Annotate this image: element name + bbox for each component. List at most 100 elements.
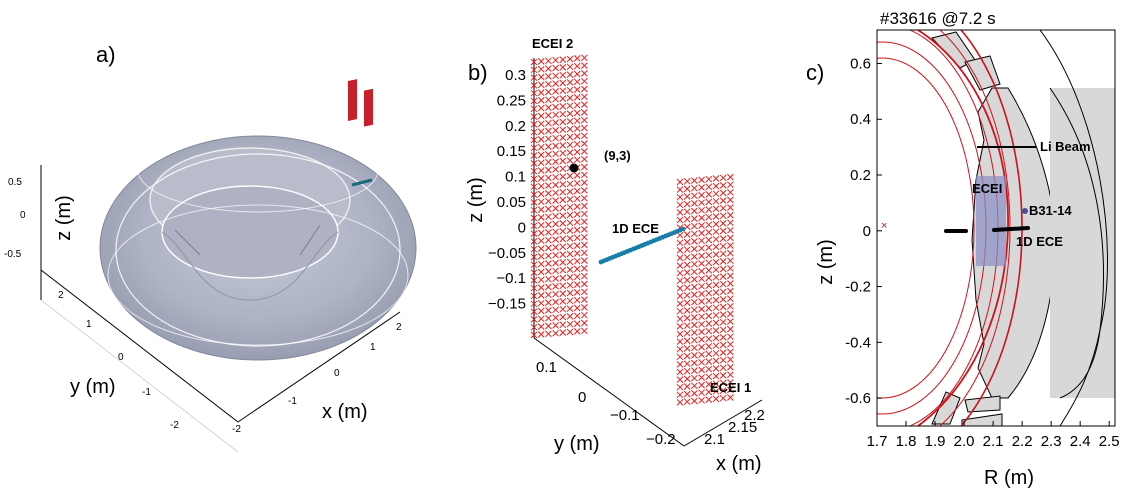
ecei-channel-mark (581, 249, 588, 257)
ecei-channel-mark (552, 329, 559, 337)
ecei-channel-mark (566, 172, 574, 180)
ecei-channel-mark (581, 280, 588, 288)
ecei-channel-mark (719, 189, 727, 197)
ecei-channel-mark (559, 157, 567, 165)
ecei-channel-mark (559, 298, 567, 305)
ecei-channel-mark (552, 322, 559, 329)
ecei-channel-mark (581, 140, 588, 147)
ecei-channel-mark (566, 102, 574, 110)
ecei-channel-mark (691, 260, 698, 268)
y-tick: -1 (142, 387, 151, 398)
ecei-channel-mark (683, 185, 691, 193)
ecei-channel-mark (683, 375, 691, 383)
ecei-channel-mark (683, 284, 691, 292)
ecei-channel-mark (705, 343, 713, 350)
ecei-channel-mark (581, 233, 588, 241)
ecei-channel-mark (691, 306, 698, 314)
antenna-icon (348, 79, 357, 122)
ecei-channel-mark (559, 95, 567, 102)
ecei-channel-mark (727, 333, 734, 341)
ecei-channel-mark (559, 274, 567, 282)
ecei-channel-mark (573, 78, 581, 86)
ecei-channel-mark (566, 235, 574, 242)
ecei-channel-mark (705, 175, 713, 183)
ecei-channel-mark (552, 205, 559, 212)
x-tick: 0 (334, 368, 340, 379)
ecei-channel-mark (581, 77, 588, 85)
panel-a-label: a) (96, 42, 116, 67)
ecei-channel-mark (573, 312, 581, 320)
ecei-channel-mark (727, 204, 734, 211)
ecei-channel-mark (712, 190, 720, 198)
ecei-channel-mark (545, 112, 552, 119)
ecei-channel-mark (581, 132, 588, 140)
ecei-channel-mark (691, 336, 698, 344)
ecei-channel-mark (691, 245, 698, 253)
ecei-channel-mark (719, 326, 727, 334)
ecei-channel-mark (705, 198, 713, 206)
ecei-channel-mark (537, 167, 545, 174)
ecei-channel-mark (537, 253, 545, 260)
ecei-channel-mark (698, 199, 705, 207)
ecei-channel-mark (559, 196, 567, 204)
z-tick: 0.15 (497, 143, 526, 160)
z-tick: -0.5 (4, 249, 22, 260)
ecei-channel-mark (552, 220, 559, 228)
ecei-channel-mark (705, 213, 713, 221)
z-ticks: 0.6 0.4 0.2 0 -0.2 -0.4 -0.6 (845, 55, 882, 407)
x-tick: 2.2 (744, 407, 765, 424)
ecei-channel-mark (545, 299, 552, 306)
ecei-channel-mark (573, 211, 581, 218)
ecei-channel-mark (559, 126, 567, 134)
ecei-channel-mark (537, 89, 545, 96)
ecei-channel-mark (545, 127, 552, 135)
ecei2-label: ECEI 2 (532, 36, 573, 51)
ecei-channel-mark (719, 235, 727, 242)
ecei-channel-mark (530, 183, 538, 191)
ecei-channel-mark (559, 173, 567, 180)
ecei-channel-mark (530, 97, 538, 105)
y-tick: 0 (578, 389, 586, 406)
ecei-channel-mark (566, 320, 574, 328)
ecei-channel-mark (727, 287, 734, 295)
ecei-channel-mark (712, 182, 720, 190)
ecei-channel-mark (698, 267, 705, 275)
ecei-channel-mark (566, 71, 574, 78)
ecei-channel-mark (530, 238, 538, 245)
z-tick: 0.5 (8, 177, 22, 188)
ecei-channel-mark (545, 252, 552, 260)
z-axis-label: z (m) (815, 239, 837, 285)
ecei-channel-mark (545, 119, 552, 127)
ecei-channel-mark (573, 125, 581, 132)
r-tick: 2.3 (1041, 433, 1062, 450)
ecei-channel-mark (691, 367, 698, 374)
ecei-channel-mark (719, 387, 727, 394)
ecei-channel-mark (545, 221, 552, 228)
ecei-channel-mark (705, 236, 713, 244)
ecei-channel-mark (545, 158, 552, 166)
ecei-channel-mark (719, 341, 727, 349)
r-ticks: 1.7 1.8 1.9 2.0 2.1 2.2 2.3 2.4 2.5 (867, 421, 1120, 450)
ecei-channel-mark (698, 336, 705, 343)
ecei-channel-mark (719, 265, 727, 273)
ecei-channel-mark (691, 222, 698, 230)
ecei-channel-mark (537, 65, 545, 73)
ecei-channel-mark (566, 157, 574, 164)
ecei-channel-mark (552, 283, 559, 290)
ecei-channel-mark (698, 305, 705, 313)
y-tick: 0 (118, 352, 124, 363)
ecei-channel-mark (691, 390, 698, 397)
ecei-channel-mark (566, 266, 574, 273)
ecei-channel-mark (698, 260, 705, 267)
ecei-channel-mark (683, 367, 691, 375)
ecei-channel-mark (705, 350, 713, 358)
ecei-channel-mark (719, 296, 727, 303)
ecei-channel-mark (727, 394, 734, 401)
ecei-channel-mark (545, 88, 552, 96)
ecei-channel-mark (552, 290, 559, 298)
panel-b-label: b) (468, 60, 488, 85)
ecei-channel-mark (691, 177, 698, 184)
ecei-channel-mark (552, 251, 559, 259)
ecei1-label: ECEI 1 (710, 380, 751, 395)
ecei-channel-mark (712, 311, 720, 319)
